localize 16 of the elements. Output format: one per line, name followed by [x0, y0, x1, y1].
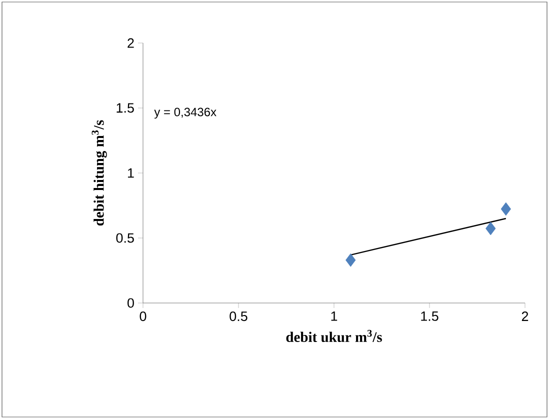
- y-tick-label: 1: [128, 168, 134, 178]
- x-tick-label: 1: [331, 312, 338, 321]
- y-axis-title: debit hitung m$^{3}$/s: [92, 120, 107, 226]
- x-tick-label: 0.5: [230, 312, 248, 322]
- annotation: y = 0,3436x: [154, 108, 216, 119]
- x-tick-label: 1.5: [421, 312, 438, 321]
- x-axis-title: debit ukur m$^{3}$/s: [286, 330, 382, 342]
- x-tick-label: 2: [522, 312, 528, 321]
- x-tick-label: 0: [140, 312, 146, 322]
- y-tick-label: 0.5: [116, 233, 134, 243]
- point: [346, 253, 356, 267]
- y-tick-label: 1.5: [116, 103, 134, 113]
- point: [500, 202, 511, 216]
- point: [486, 222, 496, 236]
- y-tick-label: 0: [128, 298, 134, 308]
- y-tick-label: 2: [128, 38, 134, 48]
